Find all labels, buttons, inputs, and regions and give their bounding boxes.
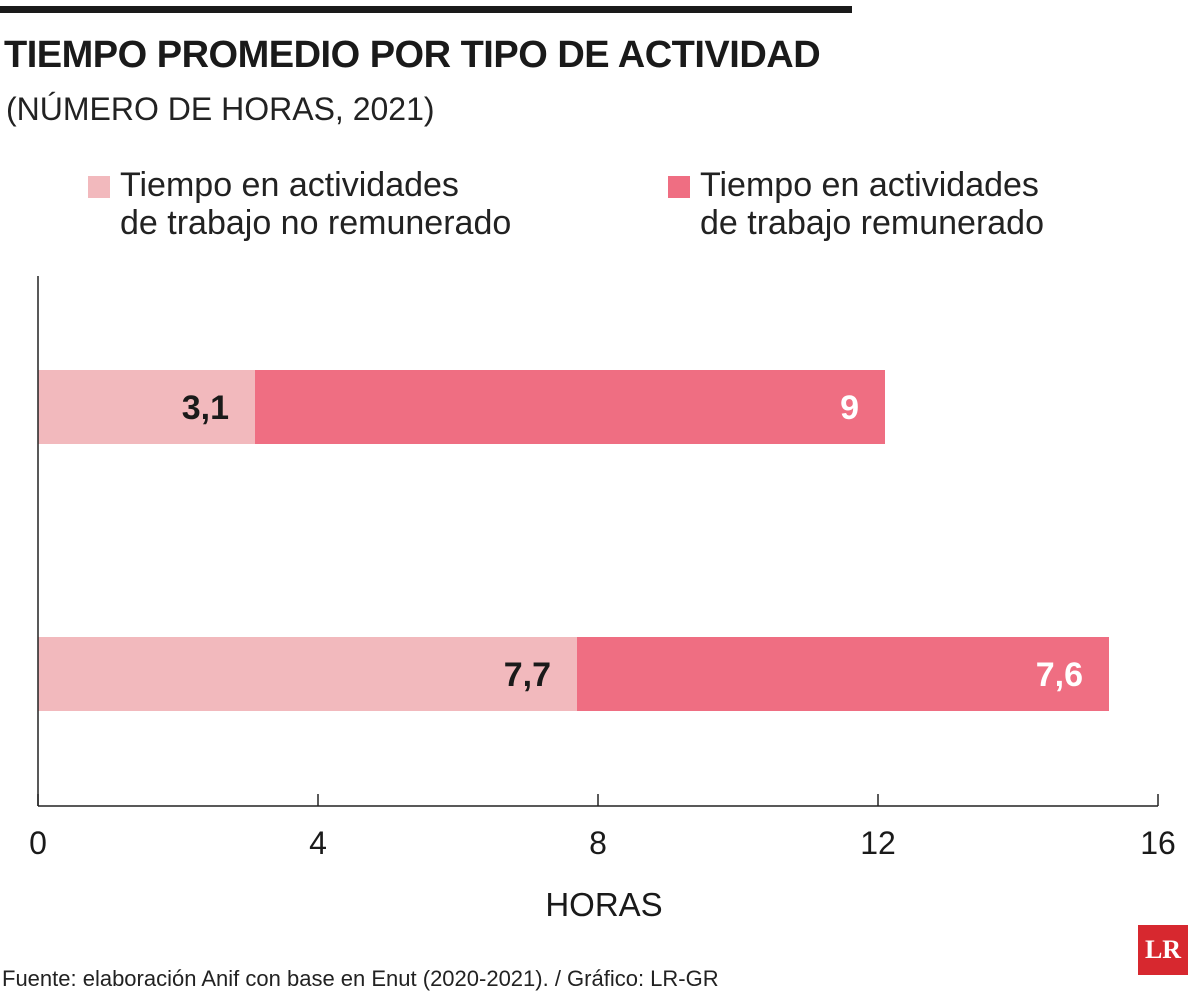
legend-label-line2: de trabajo remunerado (700, 204, 1045, 242)
bar-segment-remunerado (577, 637, 1109, 711)
legend-swatch-remunerado (668, 176, 690, 198)
top-rule (0, 6, 852, 13)
x-tick-label: 16 (1140, 825, 1176, 861)
x-tick-label: 0 (29, 825, 47, 861)
x-tick-label: 12 (860, 825, 896, 861)
chart-subtitle: (NÚMERO DE HORAS, 2021) (6, 91, 435, 127)
lr-logo: LR (1138, 925, 1188, 975)
x-tick-label: 4 (309, 825, 327, 861)
legend-swatch-no-remunerado (88, 176, 110, 198)
legend-label-no-remunerado: Tiempo en actividades de trabajo no remu… (120, 166, 511, 242)
chart-title: TIEMPO PROMEDIO POR TIPO DE ACTIVIDAD (4, 34, 821, 76)
bar-value-label: 3,1 (182, 389, 229, 427)
bar-value-label: 7,7 (504, 656, 551, 694)
bar-segment-no-remunerado (38, 637, 577, 711)
legend-label-line1: Tiempo en actividades (700, 166, 1039, 204)
bar-segment-remunerado (255, 370, 885, 444)
x-tick-label: 8 (589, 825, 607, 861)
bar-value-label: 9 (840, 389, 859, 427)
legend-label-remunerado: Tiempo en actividades de trabajo remuner… (700, 166, 1044, 242)
source-note: Fuente: elaboración Anif con base en Enu… (2, 966, 719, 991)
legend-label-line1: Tiempo en actividades (120, 166, 459, 204)
legend-label-line2: de trabajo no remunerado (120, 204, 512, 242)
bar-value-label: 7,6 (1036, 656, 1083, 694)
bar-segment-no-remunerado (38, 370, 255, 444)
x-axis-title: HORAS (545, 886, 662, 923)
